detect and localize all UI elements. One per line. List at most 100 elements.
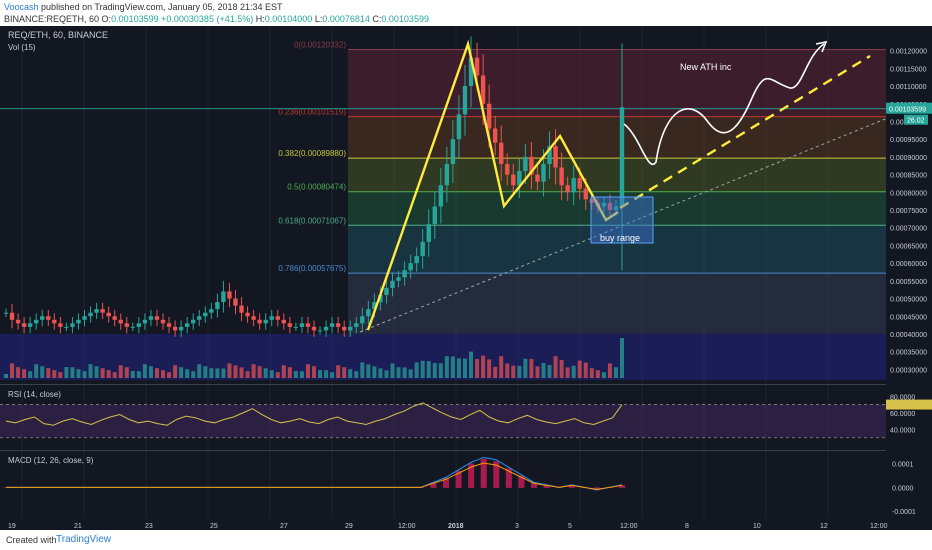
candle[interactable] [329, 323, 335, 327]
candle[interactable] [27, 323, 33, 327]
drawings-layer[interactable]: buy range New ATH inc [359, 39, 932, 333]
candle[interactable] [148, 316, 154, 320]
candle[interactable] [293, 326, 299, 328]
candle[interactable] [88, 312, 93, 317]
candle[interactable] [420, 241, 425, 257]
candle[interactable] [317, 330, 323, 332]
time-axis[interactable]: 19 21 23 25 27 29 12:00 2018 3 5 12:00 8 10 12 12:00 [8, 523, 888, 530]
candle[interactable] [227, 291, 232, 299]
candle[interactable] [21, 323, 27, 327]
candle[interactable] [535, 174, 540, 182]
candle[interactable] [462, 86, 468, 115]
candle[interactable] [619, 107, 625, 207]
candle[interactable] [486, 103, 492, 129]
candle[interactable] [172, 326, 178, 331]
candle[interactable] [263, 319, 268, 324]
candle[interactable] [112, 316, 117, 320]
candle[interactable] [492, 128, 498, 143]
pattern-line[interactable] [366, 39, 619, 331]
candle[interactable] [505, 163, 510, 175]
candle[interactable] [130, 326, 136, 328]
candle[interactable] [553, 146, 558, 168]
candle[interactable] [58, 323, 63, 327]
price-axis[interactable]: 0.001200000.001150000.001100000.00105000… [886, 49, 932, 517]
candle[interactable] [311, 326, 317, 331]
candle[interactable] [184, 323, 190, 327]
macd-pane[interactable] [3, 456, 625, 491]
candle[interactable] [372, 302, 377, 310]
candle[interactable] [245, 312, 250, 317]
candle[interactable] [305, 323, 311, 327]
candle[interactable] [203, 312, 208, 317]
candle[interactable] [124, 323, 129, 327]
candle[interactable] [70, 323, 75, 327]
candle[interactable] [517, 171, 522, 186]
candle[interactable] [360, 316, 365, 324]
candle[interactable] [378, 295, 383, 303]
candle[interactable] [233, 298, 238, 306]
candle[interactable] [166, 323, 172, 327]
candle[interactable] [601, 202, 607, 207]
candle[interactable] [269, 316, 274, 320]
candle[interactable] [529, 156, 534, 175]
candle[interactable] [52, 319, 57, 324]
candle[interactable] [178, 326, 184, 331]
candle[interactable] [64, 326, 69, 328]
candle[interactable] [589, 199, 595, 203]
candle[interactable] [335, 323, 341, 327]
candle[interactable] [215, 302, 220, 310]
candle[interactable] [15, 319, 21, 324]
candle[interactable] [118, 319, 123, 324]
candle[interactable] [33, 319, 39, 324]
candle[interactable] [3, 312, 9, 314]
candle[interactable] [541, 163, 546, 182]
candle[interactable] [414, 256, 419, 264]
candle[interactable] [607, 202, 613, 210]
candle[interactable] [499, 142, 504, 164]
candle[interactable] [9, 312, 15, 320]
candle[interactable] [511, 174, 516, 186]
candle[interactable] [142, 319, 148, 324]
rsi-pane[interactable] [0, 402, 886, 439]
candle[interactable] [565, 185, 570, 193]
candle[interactable] [275, 316, 280, 320]
candle[interactable] [154, 316, 160, 320]
candle[interactable] [438, 185, 444, 207]
candle[interactable] [160, 319, 166, 324]
candle[interactable] [577, 178, 582, 189]
candle[interactable] [76, 319, 81, 324]
candle[interactable] [408, 263, 413, 271]
author-link[interactable]: Voocash [4, 2, 39, 12]
candle[interactable] [468, 57, 474, 87]
candle[interactable] [366, 309, 371, 317]
candle[interactable] [432, 206, 437, 225]
candle[interactable] [94, 309, 99, 313]
candle[interactable] [287, 323, 293, 327]
buy-range-box[interactable] [590, 196, 654, 244]
candle[interactable] [480, 75, 486, 104]
candle[interactable] [390, 280, 395, 288]
candle[interactable] [384, 287, 389, 295]
tradingview-logo[interactable]: TradingView [56, 534, 112, 545]
candle[interactable] [583, 188, 588, 200]
candle[interactable] [239, 305, 244, 313]
price-path-sketch[interactable] [623, 43, 825, 166]
candle[interactable] [348, 326, 353, 331]
candle[interactable] [191, 319, 196, 324]
candle[interactable] [523, 156, 528, 172]
candle[interactable] [323, 326, 329, 331]
candle[interactable] [341, 326, 347, 331]
candle[interactable] [221, 291, 226, 303]
candle[interactable] [281, 319, 287, 324]
candle[interactable] [136, 323, 142, 327]
rsi-line[interactable] [5, 402, 623, 426]
candle[interactable] [474, 57, 480, 76]
candle[interactable] [251, 316, 256, 320]
candle[interactable] [40, 316, 45, 320]
candle[interactable] [396, 277, 401, 281]
signal-line[interactable] [6, 462, 623, 490]
candle[interactable] [444, 163, 450, 186]
candle[interactable] [450, 139, 456, 164]
candle[interactable] [426, 224, 431, 242]
trendline-dashed[interactable] [359, 99, 932, 333]
